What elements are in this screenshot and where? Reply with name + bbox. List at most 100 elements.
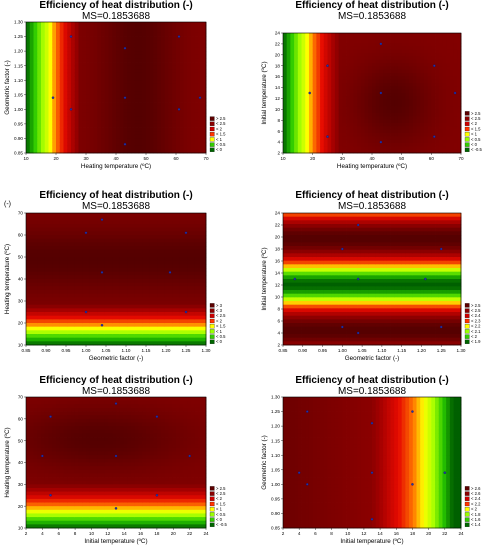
legend-swatch xyxy=(209,517,215,522)
x-tick-label: 60 xyxy=(429,156,435,161)
legend-label: < 0.5 xyxy=(216,142,226,147)
design-point xyxy=(123,96,127,99)
legend-label: < 1.9 xyxy=(471,339,481,344)
design-point xyxy=(379,140,383,144)
x-tick-label: 20 xyxy=(53,156,59,161)
design-point xyxy=(306,483,309,486)
legend-label: < 2.4 xyxy=(471,313,481,318)
x-tick-label: 1.30 xyxy=(457,348,466,353)
legend-swatch xyxy=(464,308,470,313)
legend-swatch xyxy=(464,324,470,329)
legend-label: < 2.4 xyxy=(471,496,481,501)
legend-swatch xyxy=(464,313,470,318)
plot-frame xyxy=(282,396,462,529)
x-tick-label: 12 xyxy=(361,531,367,536)
legend-label: < 0 xyxy=(216,517,223,522)
legend-label: < 1.5 xyxy=(216,132,226,137)
legend-swatch xyxy=(464,491,470,496)
legend-label: < 2.2 xyxy=(471,501,481,506)
design-point xyxy=(184,231,188,235)
heatmap-field xyxy=(26,397,207,529)
design-point xyxy=(439,247,443,251)
legend-swatch xyxy=(209,339,215,344)
x-tick-label: 1.25 xyxy=(437,348,446,353)
legend-swatch xyxy=(209,116,215,121)
y-tick-label: 1.00 xyxy=(14,107,23,112)
design-point xyxy=(443,471,447,474)
x-tick-label: 70 xyxy=(458,156,464,161)
legend-label: > 2.6 xyxy=(471,486,481,491)
y-tick-label: 50 xyxy=(18,438,24,443)
x-axis-label: Initial temperature (ºC) xyxy=(340,538,403,545)
legend: > 2.5< 2.5< 2.4< 2.3< 2.2< 2.1< 2< 1.9 xyxy=(464,303,481,344)
legend-swatch xyxy=(464,501,470,507)
design-point xyxy=(356,277,360,281)
design-point xyxy=(177,35,181,38)
x-tick-label: 18 xyxy=(410,531,416,536)
y-tick-label: 70 xyxy=(18,395,24,400)
y-axis-label: Initial temperature (ºC) xyxy=(261,61,268,124)
legend-label: > 2.5 xyxy=(471,303,481,308)
legend-swatch xyxy=(209,486,215,491)
legend-swatch xyxy=(209,329,215,334)
stray-mark: (-) xyxy=(4,201,11,208)
x-tick-label: 30 xyxy=(340,156,346,161)
y-axis-label: Geometric factor (-) xyxy=(261,435,268,490)
x-axis-label: Initial temperature (ºC) xyxy=(84,538,147,545)
y-tick-label: 0.95 xyxy=(271,496,280,501)
x-tick-label: 24 xyxy=(458,531,464,536)
chart-title: Efficiency of heat distribution (-) xyxy=(39,375,192,386)
x-tick-label: 14 xyxy=(378,531,384,536)
legend-label: < 2 xyxy=(471,334,478,339)
legend-label: > 2.5 xyxy=(216,486,226,491)
design-point xyxy=(326,135,329,138)
x-tick-label: 0.85 xyxy=(279,348,288,353)
design-point xyxy=(433,135,436,138)
x-tick-label: 0.85 xyxy=(22,348,31,353)
design-point xyxy=(155,493,159,497)
design-point xyxy=(341,325,344,329)
design-point xyxy=(370,471,374,474)
y-tick-label: 1.30 xyxy=(271,395,280,400)
y-tick-label: 1.25 xyxy=(271,409,280,414)
chart-subtitle: MS=0.1853688 xyxy=(82,11,151,22)
legend-swatch xyxy=(209,512,215,517)
y-tick-label: 20 xyxy=(275,52,281,57)
design-point xyxy=(439,325,443,329)
legend-label: < 1 xyxy=(471,132,478,137)
x-tick-label: 6 xyxy=(57,531,60,536)
chart-subtitle: MS=0.1853688 xyxy=(338,386,407,397)
design-point xyxy=(168,271,172,274)
y-tick-label: 70 xyxy=(18,211,24,216)
legend-swatch xyxy=(209,334,215,339)
x-axis-label: Heating temperature (ºC) xyxy=(337,163,407,170)
y-tick-label: 1.30 xyxy=(14,20,23,25)
x-tick-label: 10 xyxy=(280,156,286,161)
legend-label: < -0.5 xyxy=(471,147,482,152)
legend-label: < 2.5 xyxy=(471,116,481,121)
legend-label: < 1 xyxy=(216,507,223,512)
design-point xyxy=(84,231,88,235)
design-point xyxy=(379,91,383,95)
heatmap-field xyxy=(26,22,207,154)
x-tick-label: 1.30 xyxy=(202,348,211,353)
legend-label: < 0.5 xyxy=(471,137,481,142)
x-tick-label: 18 xyxy=(154,531,160,536)
design-point xyxy=(411,483,414,486)
y-tick-label: 0.90 xyxy=(14,136,23,141)
legend-swatch xyxy=(464,116,470,121)
y-tick-label: 0.85 xyxy=(271,526,280,531)
design-point xyxy=(49,415,52,418)
y-tick-label: 24 xyxy=(275,211,281,216)
design-point xyxy=(49,493,52,497)
legend-label: > 3 xyxy=(216,303,223,308)
design-point xyxy=(188,454,191,458)
design-point xyxy=(308,91,311,95)
x-tick-label: 20 xyxy=(426,531,432,536)
y-tick-label: 12 xyxy=(275,283,281,288)
legend-label: < 1.6 xyxy=(471,517,481,522)
y-tick-label: 20 xyxy=(275,235,281,240)
x-tick-label: 40 xyxy=(369,156,375,161)
legend-label: < 2.5 xyxy=(216,121,226,126)
y-tick-label: 8 xyxy=(277,118,280,123)
